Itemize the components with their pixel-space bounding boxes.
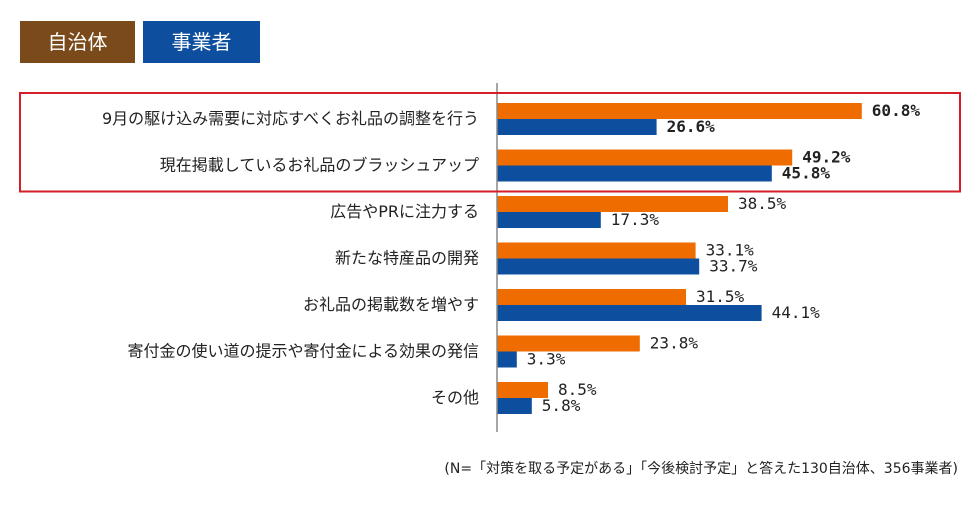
data-label: 49.2% bbox=[802, 148, 851, 167]
bar-business bbox=[497, 119, 657, 135]
bar-business bbox=[497, 398, 532, 414]
data-label: 33.7% bbox=[709, 257, 758, 276]
data-label: 60.8% bbox=[872, 101, 921, 120]
data-label: 44.1% bbox=[772, 303, 821, 322]
bar-business bbox=[497, 258, 700, 275]
category-label: 現在掲載しているお礼品のブラッシュアップ bbox=[160, 156, 479, 175]
legend-item-municipality: 自治体 bbox=[20, 21, 135, 63]
bar-business bbox=[497, 351, 517, 368]
category-label: 9月の駆け込み需要に対応すべくお礼品の調整を行う bbox=[102, 109, 479, 128]
bar-municipality bbox=[497, 149, 793, 166]
data-label: 5.8% bbox=[542, 396, 581, 415]
bar-municipality bbox=[497, 335, 640, 352]
bar-municipality bbox=[497, 196, 728, 212]
legend-item-business: 事業者 bbox=[143, 21, 260, 63]
bar-municipality bbox=[497, 289, 686, 305]
data-label: 38.5% bbox=[738, 194, 787, 213]
bar-business bbox=[497, 305, 762, 321]
category-label: お礼品の掲載数を増やす bbox=[303, 295, 479, 314]
category-label: 広告やPRに注力する bbox=[330, 202, 479, 221]
bar-municipality bbox=[497, 242, 696, 259]
data-label: 45.8% bbox=[782, 164, 831, 183]
data-label: 8.5% bbox=[558, 380, 597, 399]
data-label: 23.8% bbox=[650, 334, 699, 353]
data-label: 33.1% bbox=[706, 241, 755, 260]
bar-business bbox=[497, 212, 601, 228]
category-label: その他 bbox=[431, 388, 479, 407]
category-label: 新たな特産品の開発 bbox=[335, 249, 479, 268]
bar-municipality bbox=[497, 382, 548, 398]
data-label: 3.3% bbox=[527, 350, 566, 369]
highlight-frame bbox=[19, 92, 961, 193]
data-label: 17.3% bbox=[611, 210, 660, 229]
category-label: 寄付金の使い道の提示や寄付金による効果の発信 bbox=[127, 342, 479, 361]
data-label: 31.5% bbox=[696, 287, 745, 306]
bar-business bbox=[497, 165, 772, 182]
sample-note: (N=「対策を取る予定がある」「今後検討予定」と答えた130自治体、356事業者… bbox=[444, 461, 958, 477]
data-label: 26.6% bbox=[667, 117, 716, 136]
bar-municipality bbox=[497, 103, 862, 119]
